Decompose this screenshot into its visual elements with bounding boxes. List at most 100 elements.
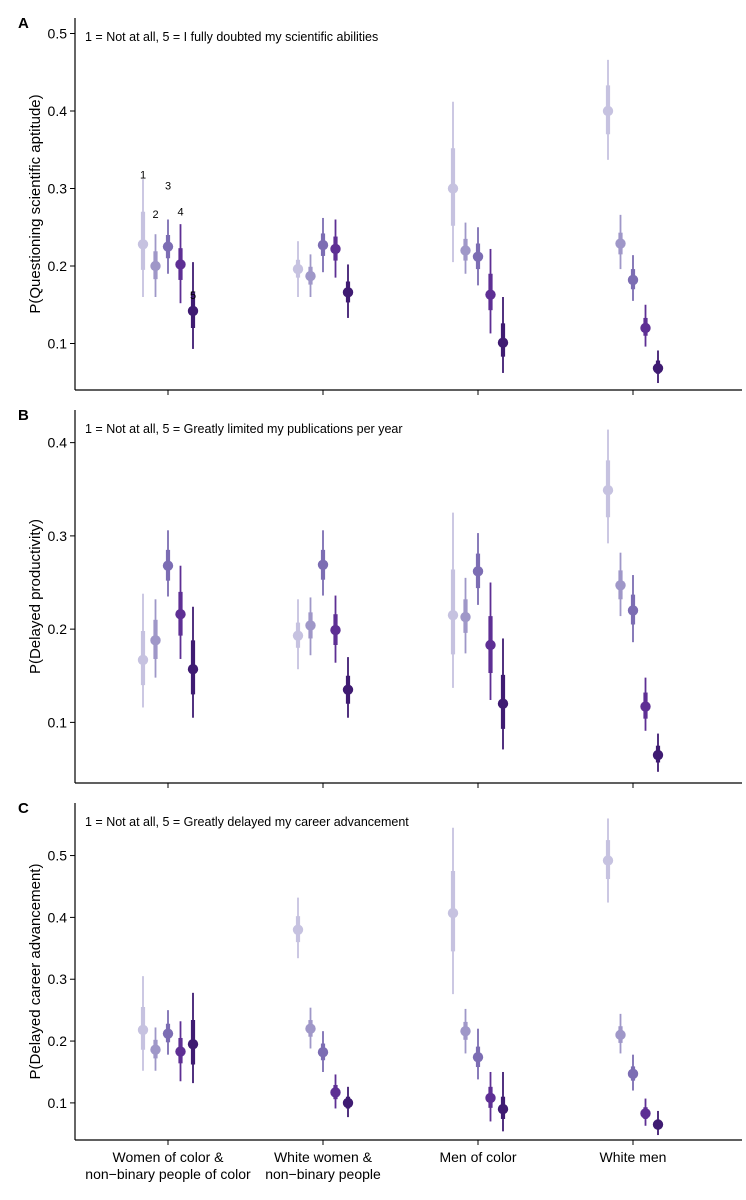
estimate-point (187, 305, 199, 317)
estimate-point (640, 1108, 651, 1119)
estimate-point (627, 605, 639, 616)
category-group (602, 429, 664, 772)
estimate-point (137, 239, 149, 250)
panel-b: 0.1 0.2 0.3 0.4 P(Delayed productivity) B 1 = … (18, 407, 742, 788)
estimate-point (447, 907, 459, 919)
estimate-point (292, 263, 304, 275)
y-tick-label: 0.5 (48, 848, 68, 864)
y-tick-label: 0.1 (48, 714, 68, 730)
y-tick-label: 0.2 (48, 1033, 68, 1049)
x-category-label: Women of color & (112, 1149, 224, 1165)
panel-c: 0.1 0.2 0.3 0.4 0.5P(Delayed career advancem… (18, 800, 742, 1145)
estimate-point (472, 566, 484, 577)
panel-a: 0.1 0.2 0.3 0.4 0.5 P(Questioning scientific … (18, 15, 742, 395)
estimate-point (317, 1046, 329, 1058)
y-axis-label: P(Questioning scientific aptitude) (27, 94, 44, 313)
estimate-point (305, 270, 316, 282)
estimate-point (497, 337, 509, 348)
y-tick-label: 0.3 (48, 181, 68, 197)
estimate-point (162, 241, 174, 252)
y-axis-label: P(Delayed productivity) (27, 519, 44, 674)
y-tick-label: 0.3 (48, 528, 68, 544)
estimate-point (615, 580, 626, 591)
estimate-point (150, 1044, 161, 1055)
estimate-point (330, 243, 341, 255)
estimate-point (472, 1051, 484, 1063)
y-tick-label: 0.4 (48, 103, 68, 119)
estimate-point (292, 924, 304, 935)
estimate-point (640, 322, 651, 334)
estimate-point (447, 609, 459, 621)
y-tick-label: 0.1 (48, 336, 68, 352)
estimate-point (187, 664, 199, 675)
estimate-point (615, 238, 626, 249)
level-label: 5 (190, 290, 196, 302)
estimate-point (342, 287, 354, 298)
panel-letter: C (18, 800, 29, 817)
x-category-label: White men (600, 1149, 667, 1165)
estimate-point (640, 701, 651, 712)
category-group (602, 818, 664, 1136)
level-label: 4 (177, 206, 183, 218)
estimate-point (652, 749, 664, 761)
x-category-label: non−binary people of color (85, 1166, 251, 1182)
estimate-point (627, 1068, 639, 1080)
panel-note: 1 = Not at all, 5 = Greatly delayed my c… (85, 815, 409, 829)
estimate-point (175, 1046, 186, 1057)
y-tick-label: 0.1 (48, 1095, 68, 1111)
category-group (602, 59, 664, 384)
panel-letter: B (18, 407, 29, 424)
level-label: 1 (140, 169, 146, 181)
estimate-point (602, 105, 614, 117)
estimate-point (305, 1023, 316, 1034)
category-group (137, 530, 199, 718)
estimate-point (317, 239, 329, 251)
panel-note: 1 = Not at all, 5 = I fully doubted my s… (85, 30, 378, 44)
category-group (447, 827, 509, 1132)
panel-note: 1 = Not at all, 5 = Greatly limited my p… (85, 422, 403, 436)
estimate-point (150, 635, 161, 646)
estimate-point (652, 1119, 664, 1130)
y-tick-label: 0.4 (48, 909, 68, 925)
y-tick-label: 0.3 (48, 971, 68, 987)
estimate-point (602, 855, 614, 866)
x-category-label: White women & (274, 1149, 373, 1165)
estimate-point (292, 630, 304, 641)
estimate-point (485, 639, 496, 651)
estimate-point (615, 1029, 626, 1041)
y-tick-label: 0.4 (48, 435, 68, 451)
estimate-point (472, 251, 484, 262)
estimate-point (627, 274, 639, 286)
estimate-point (485, 289, 496, 300)
category-group (447, 512, 509, 750)
estimate-point (330, 1087, 341, 1098)
estimate-point (652, 363, 664, 374)
estimate-point (330, 624, 341, 636)
estimate-point (175, 259, 186, 270)
estimate-point (460, 245, 471, 256)
estimate-point (497, 698, 509, 709)
category-group (447, 101, 509, 373)
y-tick-label: 0.2 (48, 258, 68, 274)
estimate-point (342, 1097, 354, 1109)
estimate-point (497, 1103, 509, 1115)
estimate-point (305, 620, 316, 631)
panel-letter: A (18, 15, 29, 32)
x-category-label: non−binary people (265, 1166, 381, 1182)
estimate-point (602, 484, 614, 496)
x-category-label: Men of color (439, 1149, 516, 1165)
category-group (137, 976, 199, 1084)
level-label: 2 (152, 209, 158, 221)
estimate-point (175, 609, 186, 620)
estimate-point (187, 1038, 199, 1050)
estimate-point (460, 611, 471, 623)
estimate-point (137, 1024, 149, 1036)
estimate-point (485, 1092, 496, 1104)
estimate-point (137, 654, 149, 666)
estimate-point (447, 183, 459, 194)
y-tick-label: 0.2 (48, 621, 68, 637)
category-group: 1 2 3 4 5 (137, 169, 199, 349)
y-axis-label: P(Delayed career advancement) (27, 864, 44, 1080)
y-tick-label: 0.5 (48, 26, 68, 42)
